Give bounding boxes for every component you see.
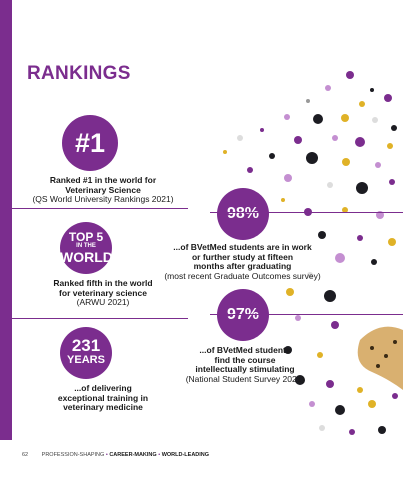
years-block: ...of delivering exceptional training in… [18,383,188,413]
top5-line2: IN THE [76,243,96,249]
years-text-line2: exceptional training in [57,392,149,403]
dot-cluster [223,71,398,435]
top5-line1: TOP 5 [68,230,104,244]
rank-badge: #1 [62,115,118,171]
pct1-text-line2: or further study at fifteen [191,251,294,262]
sidebar-accent-bar [0,0,12,440]
pct1-source: (most recent Graduate Outcomes survey) [164,270,321,281]
pct2-source: (National Student Survey 2021) [185,373,305,384]
footer-separator: • [105,452,108,458]
footer-part1: PROFESSION-SHAPING [41,452,105,458]
top5-line3: WORLD [60,249,113,265]
rank-block: Ranked #1 in the world for Veterinary Sc… [18,175,188,205]
years-number: 231 [71,336,101,355]
top5-badge: TOP 5 IN THE WORLD [60,222,113,274]
pct1-text-line3: months after graduating [193,261,292,271]
years-badge: 231 YEARS [60,327,112,379]
pct2-text-line2: find the course [214,354,276,365]
divider-line [210,314,403,315]
page-footer: 62 PROFESSION-SHAPING • CAREER-MAKING • … [22,452,209,458]
footer-part2: CAREER-MAKING [109,452,157,458]
divider-line [12,208,188,209]
footer-part3: WORLD-LEADING [161,452,210,458]
page-title: RANKINGS [27,63,131,84]
years-label: YEARS [67,354,105,366]
top5-source: (ARWU 2021) [76,297,130,307]
rank-source: (QS World University Rankings 2021) [32,194,174,204]
top5-text-line2: for veterinary science [59,287,147,298]
years-text-line3: veterinary medicine [63,402,143,412]
pct2-block: ...of BVetMed students find the course i… [160,345,330,384]
pct2-text-line3: intellectually stimulating [195,364,295,374]
divider-line [12,318,188,319]
pct2-text-line1: ...of BVetMed students [199,345,291,355]
footer-separator: • [158,452,161,458]
pct1-block: ...of BVetMed students are in work or fu… [155,242,330,281]
rank-text-line1: Ranked #1 in the world for [49,175,157,185]
top5-text-line1: Ranked fifth in the world [53,278,153,288]
animal-photo [357,326,403,390]
pct1-text-line1: ...of BVetMed students are in work [173,242,312,252]
rank-text-line2: Veterinary Science [65,184,141,195]
years-text-line1: ...of delivering [74,383,132,393]
divider-line [210,212,403,213]
pct1-badge: 98% [217,188,269,240]
top5-block: Ranked fifth in the world for veterinary… [18,278,188,308]
page-number: 62 [22,452,29,458]
pct2-badge: 97% [217,289,269,341]
